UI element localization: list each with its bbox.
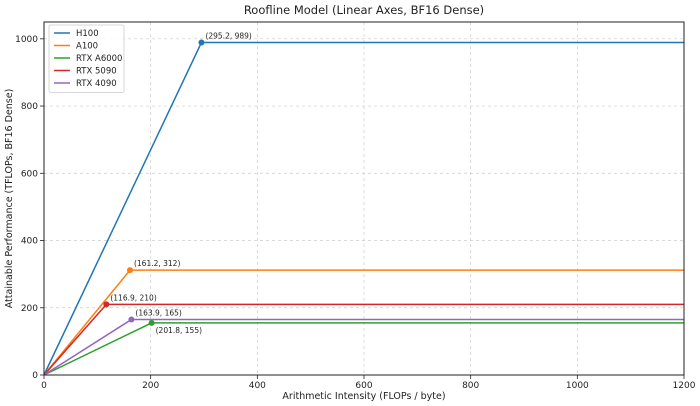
ridge-point-rtx-4090 [128,316,135,323]
tick-layer: 0 200 400 600 800 1000 1200 0 200 400 600 800 1000 [15,35,696,391]
ridge-point-rtx-5090 [103,301,110,308]
ridge-point-a100 [126,267,133,274]
x-tick-label: 200 [142,381,159,391]
grid-layer [43,22,685,376]
y-tick-label: 400 [21,237,38,247]
legend-label-rtx-a6000: RTX A6000 [76,54,122,64]
ridge-point-h100 [198,39,205,46]
x-tick-label: 1000 [566,381,589,391]
legend-label-rtx-5090: RTX 5090 [76,67,117,77]
legend: H100 A100 RTX A6000 RTX 5090 RTX 4090 [48,24,125,93]
x-tick-label: 1200 [673,381,696,391]
y-tick-label: 0 [32,371,38,381]
x-tick-label: 400 [249,381,266,391]
ridge-label-a100: (161.2, 312) [134,259,180,268]
ridge-label-rtx-a6000: (201.8, 155) [156,326,202,335]
ridge-point-rtx-a6000 [148,319,155,326]
ridge-label-rtx-4090: (163.9, 165) [135,309,181,318]
ridge-label-h100: (295.2, 989) [205,32,251,41]
x-axis-label: Arithmetic Intensity (FLOPs / byte) [282,391,445,402]
y-tick-label: 200 [21,304,38,314]
legend-label-a100: A100 [76,42,98,52]
legend-label-rtx-4090: RTX 4090 [76,79,117,89]
y-tick-label: 800 [21,102,38,112]
y-tick-label: 600 [21,169,38,179]
legend-box [48,24,125,93]
ridge-label-rtx-5090: (116.9, 210) [110,293,156,302]
series-layer: (295.2, 989) (161.2, 312) (201.8, 155) (116… [43,32,684,376]
x-tick-label: 0 [41,381,47,391]
y-axis-label: Attainable Performance (TFLOPs, BF16 Den… [4,89,15,309]
x-tick-label: 800 [462,381,479,391]
y-tick-label: 1000 [15,35,38,45]
chart-title: Roofline Model (Linear Axes, BF16 Dense) [244,3,484,17]
x-tick-label: 600 [355,381,372,391]
legend-label-h100: H100 [76,29,99,39]
